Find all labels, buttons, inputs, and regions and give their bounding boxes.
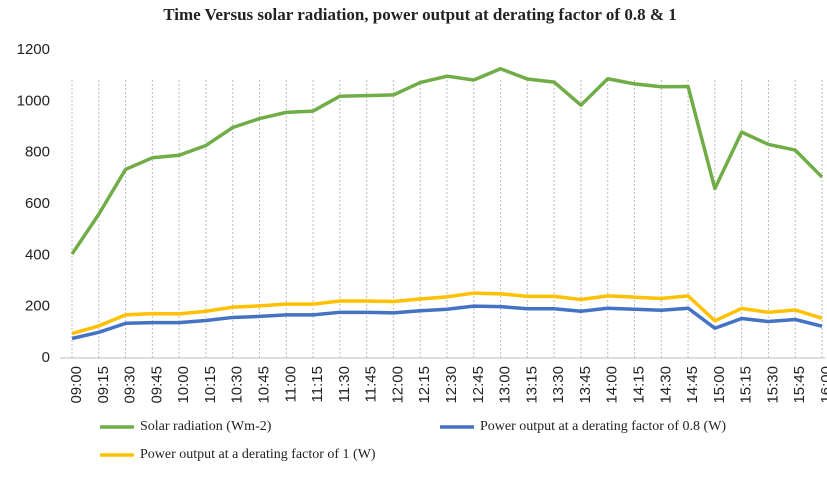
x-tick-label: 13:30 [550,366,567,404]
y-tick-label: 1000 [17,92,50,109]
x-tick-label: 15:15 [738,366,755,404]
x-tick-label: 15:00 [711,366,728,404]
x-tick-label: 14:45 [684,366,701,404]
x-tick-label: 10:15 [202,366,219,404]
x-tick-label: 09:00 [68,366,85,404]
x-tick-label: 12:45 [470,366,487,404]
x-tick-label: 09:45 [148,366,165,404]
legend-label: Power output at a derating factor of 1 (… [140,447,376,462]
x-tick-label: 16:00 [818,366,827,404]
x-tick-label: 11:00 [282,366,299,402]
series-line [70,66,824,256]
y-tick-label: 400 [25,246,50,263]
x-tick-label: 14:30 [657,366,674,404]
x-tick-label: 09:15 [95,366,112,404]
x-tick-label: 13:15 [523,366,540,404]
y-tick-label: 1200 [17,41,50,58]
x-tick-label: 14:00 [604,366,621,404]
x-tick-label: 12:00 [389,366,406,404]
series-line [71,304,823,341]
y-tick-label: 0 [42,349,50,366]
x-tick-label: 11:30 [336,366,353,402]
x-tick-label: 14:15 [630,366,647,404]
x-tick-label: 15:45 [791,366,808,404]
x-tick-label: 10:30 [229,366,246,404]
y-tick-label: 200 [25,298,50,315]
x-tick-label: 15:30 [764,366,781,404]
x-tick-label: 10:00 [175,366,192,404]
legend-label: Power output at a derating factor of 0.8… [480,419,726,434]
chart-title: Time Versus solar radiation, power outpu… [163,5,676,24]
series-line [71,291,823,336]
y-tick-label: 800 [25,144,50,161]
x-tick-label: 13:00 [497,366,514,404]
x-tick-label: 12:30 [443,366,460,404]
x-tick-label: 09:30 [122,366,139,404]
x-tick-label: 11:15 [309,366,326,402]
y-tick-label: 600 [25,195,50,212]
x-tick-label: 10:45 [255,366,272,404]
x-tick-label: 13:45 [577,366,594,404]
x-tick-label: 11:45 [363,366,380,402]
x-tick-label: 12:15 [416,366,433,404]
legend-label: Solar radiation (Wm-2) [140,419,272,434]
